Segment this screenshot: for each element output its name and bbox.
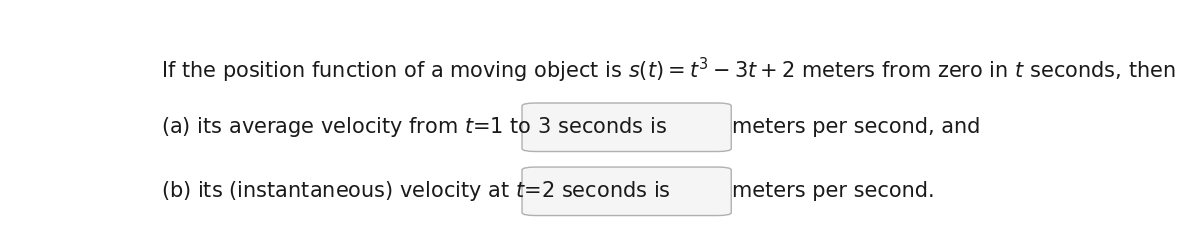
Text: (a) its average velocity from $t$=1 to 3 seconds is: (a) its average velocity from $t$=1 to 3…: [161, 115, 667, 139]
Text: meters per second.: meters per second.: [732, 181, 935, 201]
Text: If the position function of a moving object is $s(t)=t^{3}-3t+2$ meters from zer: If the position function of a moving obj…: [161, 55, 1176, 85]
Text: meters per second, and: meters per second, and: [732, 117, 980, 137]
FancyBboxPatch shape: [522, 103, 731, 151]
Text: (b) its (instantaneous) velocity at $t$=2 seconds is: (b) its (instantaneous) velocity at $t$=…: [161, 179, 671, 203]
FancyBboxPatch shape: [522, 167, 731, 215]
